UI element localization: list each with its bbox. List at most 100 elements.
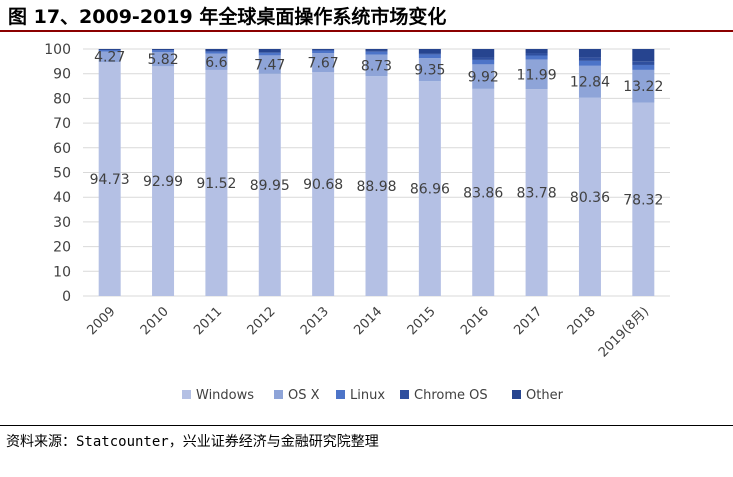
bar-windows-5 bbox=[365, 76, 388, 297]
data-label-osx-7: 9.92 bbox=[468, 70, 499, 86]
data-label-windows-10: 78.32 bbox=[623, 192, 663, 208]
bar-other-5 bbox=[365, 49, 388, 51]
bar-os-x-2 bbox=[205, 53, 228, 70]
bar-chrome-os-9 bbox=[578, 57, 601, 61]
data-label-osx-8: 11.99 bbox=[517, 67, 557, 83]
data-label-osx-10: 13.22 bbox=[623, 79, 663, 95]
bar-other-4 bbox=[312, 49, 335, 50]
bar-chrome-os-8 bbox=[525, 53, 548, 56]
data-label-osx-9: 12.84 bbox=[570, 75, 610, 91]
bar-os-x-6 bbox=[418, 58, 441, 82]
legend-label-windows: Windows bbox=[196, 388, 254, 403]
bar-windows-8 bbox=[525, 89, 548, 296]
data-label-windows-0: 94.73 bbox=[90, 172, 130, 188]
bar-os-x-0 bbox=[98, 51, 121, 63]
y-tick-label-40: 40 bbox=[53, 190, 71, 206]
x-tick-label-6: 2015 bbox=[405, 304, 439, 338]
bar-linux-8 bbox=[525, 55, 548, 60]
y-tick-label-10: 10 bbox=[53, 264, 71, 280]
legend-swatch-chrome-os bbox=[400, 390, 409, 399]
figure-title: 图 17、2009-2019 年全球桌面操作系统市场变化 bbox=[8, 6, 447, 28]
bar-other-8 bbox=[525, 49, 548, 54]
y-tick-label-0: 0 bbox=[62, 289, 71, 305]
bar-os-x-1 bbox=[152, 51, 175, 67]
source-note: 资料来源：Statcounter，兴业证券经济与金融研究院整理 bbox=[6, 434, 379, 450]
y-tick-label-30: 30 bbox=[53, 215, 71, 231]
data-label-osx-6: 9.35 bbox=[414, 63, 445, 79]
x-tick-label-8: 2017 bbox=[511, 304, 545, 338]
bar-os-x-9 bbox=[578, 65, 601, 98]
bar-os-x-4 bbox=[312, 53, 335, 73]
legend-label-other: Other bbox=[526, 388, 564, 403]
x-tick-label-3: 2012 bbox=[245, 304, 279, 338]
title-divider bbox=[0, 30, 733, 32]
bar-windows-0 bbox=[98, 62, 121, 296]
data-label-windows-1: 92.99 bbox=[143, 174, 183, 190]
bar-linux-2 bbox=[205, 51, 228, 54]
bar-chrome-os-4 bbox=[312, 49, 335, 51]
bar-other-0 bbox=[98, 49, 121, 50]
legend-swatch-linux bbox=[336, 390, 345, 399]
bar-chrome-os-10 bbox=[632, 61, 655, 65]
legend-swatch-os-x bbox=[274, 390, 283, 399]
bar-chrome-os-5 bbox=[365, 50, 388, 52]
data-label-windows-8: 83.78 bbox=[517, 186, 557, 202]
data-label-windows-7: 83.86 bbox=[463, 185, 503, 201]
bar-os-x-10 bbox=[632, 69, 655, 103]
bar-os-x-7 bbox=[472, 64, 495, 89]
x-tick-label-5: 2014 bbox=[351, 304, 385, 338]
x-tick-label-1: 2010 bbox=[138, 304, 172, 338]
bar-other-6 bbox=[418, 49, 441, 54]
y-tick-label-20: 20 bbox=[53, 240, 71, 256]
y-tick-label-50: 50 bbox=[53, 166, 71, 182]
bar-windows-4 bbox=[312, 72, 335, 296]
bar-linux-7 bbox=[472, 59, 495, 65]
x-tick-label-9: 2018 bbox=[565, 304, 599, 338]
data-label-osx-4: 7.67 bbox=[308, 56, 339, 72]
stacked-bar-chart: 0 10 20 30 40 50 60 70 80 90 100 94.73 4.27 2009 92.99… bbox=[44, 42, 670, 403]
data-label-windows-4: 90.68 bbox=[303, 177, 343, 193]
bar-linux-9 bbox=[578, 60, 601, 66]
data-label-windows-3: 89.95 bbox=[250, 178, 290, 194]
legend-swatch-other bbox=[512, 390, 521, 399]
bar-linux-5 bbox=[365, 51, 388, 55]
bar-windows-3 bbox=[258, 73, 281, 296]
data-label-osx-5: 8.73 bbox=[361, 58, 392, 74]
bar-linux-0 bbox=[98, 49, 121, 52]
bar-other-1 bbox=[152, 49, 175, 51]
data-label-windows-2: 91.52 bbox=[196, 176, 236, 192]
bar-os-x-3 bbox=[258, 55, 281, 74]
bar-windows-7 bbox=[472, 88, 495, 296]
bar-chrome-os-3 bbox=[258, 52, 281, 53]
x-tick-label-2: 2011 bbox=[191, 304, 225, 338]
source-divider bbox=[0, 425, 733, 426]
bar-windows-6 bbox=[418, 81, 441, 296]
y-tick-label-90: 90 bbox=[53, 67, 71, 83]
data-label-windows-6: 86.96 bbox=[410, 182, 450, 198]
bar-chrome-os-7 bbox=[472, 57, 495, 60]
bar-linux-1 bbox=[152, 50, 175, 52]
bar-other-9 bbox=[578, 49, 601, 58]
x-tick-label-4: 2013 bbox=[298, 304, 332, 338]
x-tick-label-0: 2009 bbox=[85, 304, 119, 338]
y-tick-label-70: 70 bbox=[53, 116, 71, 132]
bar-other-3 bbox=[258, 49, 281, 53]
legend-swatch-windows bbox=[182, 390, 191, 399]
data-label-osx-0: 4.27 bbox=[94, 50, 125, 66]
bar-linux-4 bbox=[312, 50, 335, 54]
y-tick-label-100: 100 bbox=[44, 42, 71, 58]
data-label-windows-9: 80.36 bbox=[570, 190, 610, 206]
bar-os-x-8 bbox=[525, 59, 548, 90]
data-label-osx-1: 5.82 bbox=[147, 52, 178, 68]
bar-windows-2 bbox=[205, 69, 228, 296]
bar-linux-3 bbox=[258, 52, 281, 56]
legend-label-linux: Linux bbox=[350, 388, 385, 403]
bar-other-10 bbox=[632, 49, 655, 62]
data-label-osx-3: 7.47 bbox=[254, 58, 285, 74]
legend-label-os-x: OS X bbox=[288, 388, 320, 403]
bar-linux-10 bbox=[632, 64, 655, 70]
bar-windows-10 bbox=[632, 102, 655, 297]
bar-windows-9 bbox=[578, 97, 601, 296]
bar-os-x-5 bbox=[365, 54, 388, 77]
y-tick-label-80: 80 bbox=[53, 91, 71, 107]
